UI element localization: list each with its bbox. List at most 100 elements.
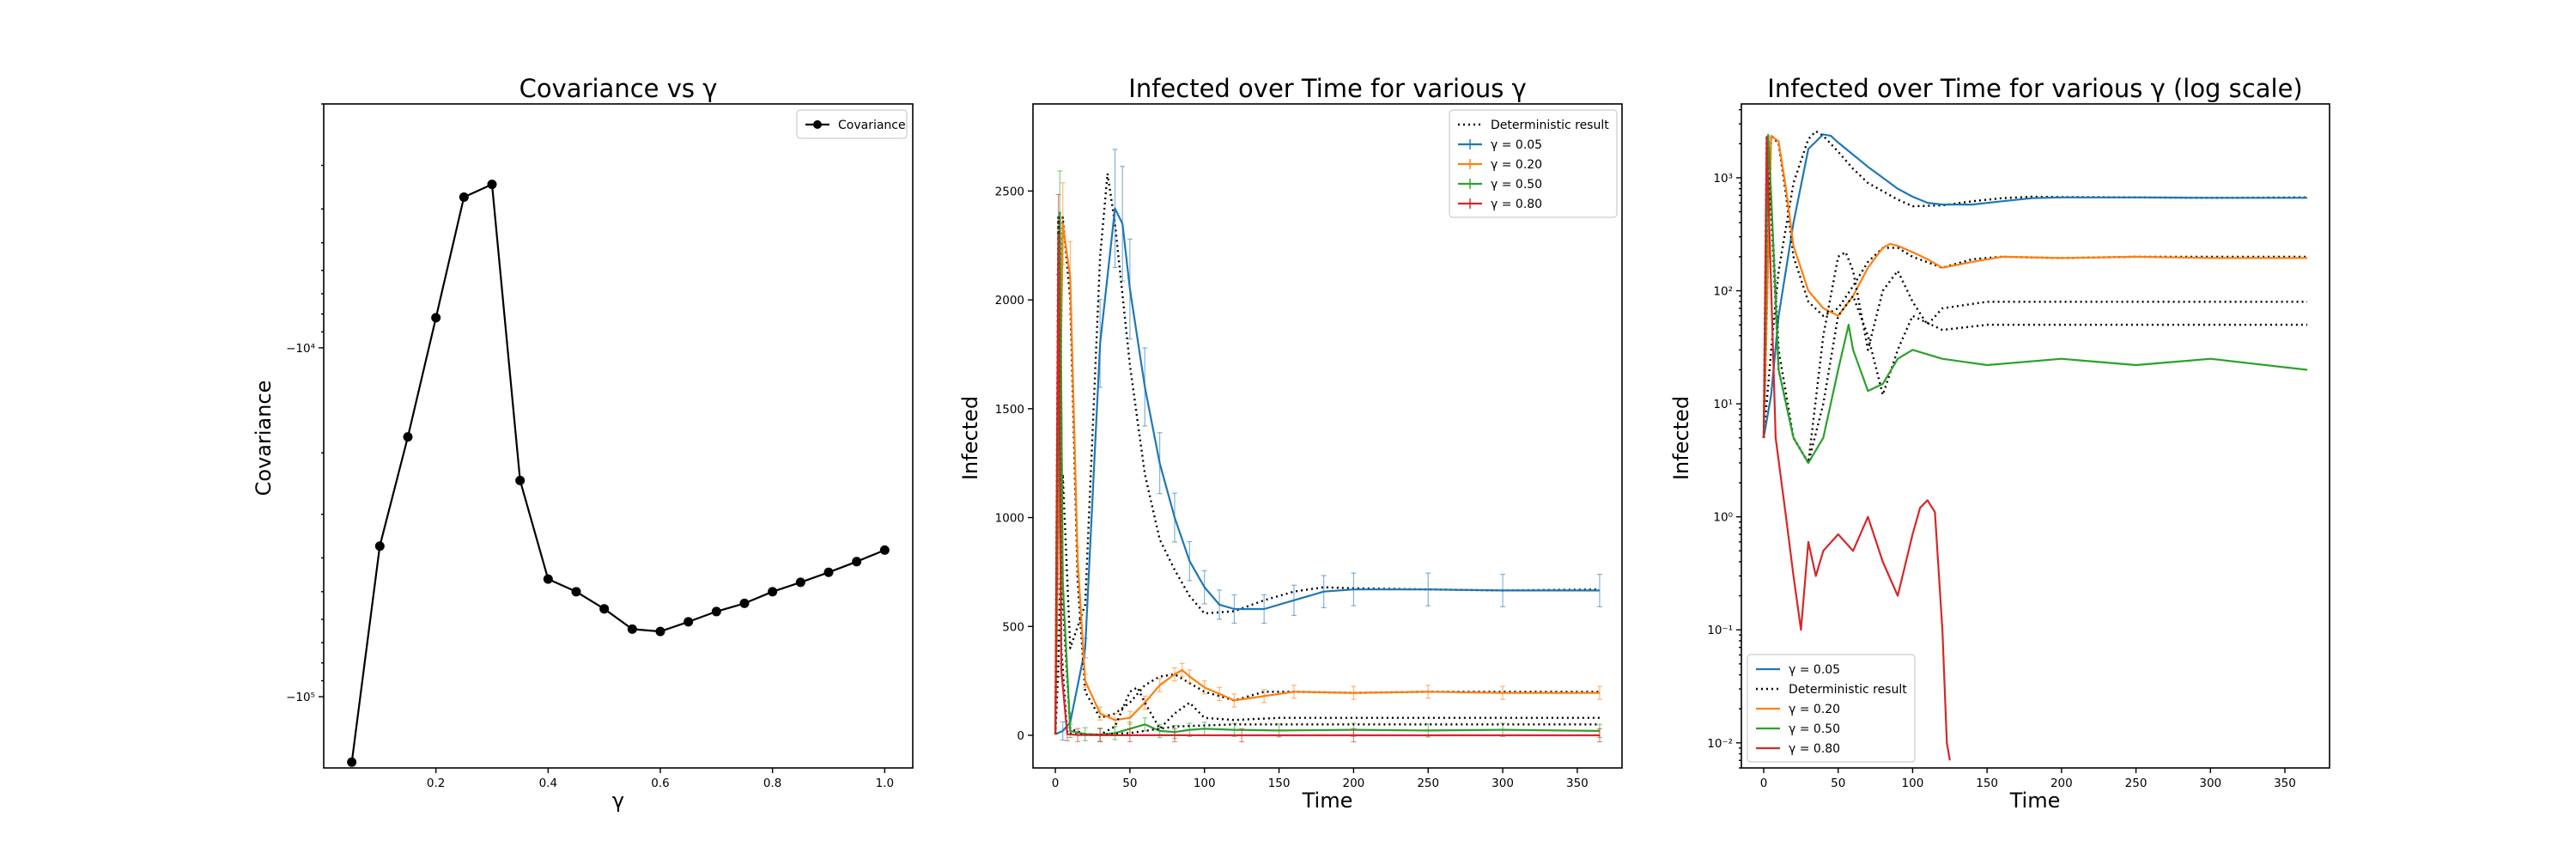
series-line bbox=[1762, 133, 2307, 438]
y-axis-label: Infected bbox=[958, 396, 982, 480]
legend-label: Covariance bbox=[838, 119, 906, 132]
data-point bbox=[711, 606, 721, 617]
data-point bbox=[823, 567, 834, 577]
x-tick-label: 0 bbox=[1760, 777, 1768, 790]
covariance-plot: Covariance vs γ γ Covariance 0.2 0.4 0.6 0.… bbox=[252, 74, 914, 813]
series-line bbox=[1054, 207, 1600, 735]
series-line bbox=[1762, 134, 2307, 465]
y-tick-label: 10⁻² bbox=[1707, 737, 1733, 751]
x-tick-label: 100 bbox=[1902, 777, 1924, 790]
data-point bbox=[374, 541, 385, 551]
series-line bbox=[350, 183, 885, 763]
data-point bbox=[852, 557, 862, 567]
x-tick-label: 250 bbox=[1417, 777, 1439, 790]
data-point bbox=[515, 475, 526, 485]
legend-label: γ = 0.05 bbox=[1491, 138, 1542, 152]
x-tick-label: 350 bbox=[2274, 777, 2296, 790]
data-point bbox=[403, 432, 413, 442]
plot-area-frame bbox=[323, 103, 914, 769]
legend-label: γ = 0.50 bbox=[1789, 722, 1840, 736]
axis-ticks: 0.2 0.4 0.6 0.8 1.0 −10⁴ −10⁵ bbox=[286, 103, 894, 790]
chart-title: Infected over Time for various γ (log sc… bbox=[1767, 74, 2302, 103]
legend: Deterministic result γ = 0.05 γ = 0.20 γ = … bbox=[1449, 109, 1618, 218]
series-line bbox=[1054, 172, 1600, 734]
y-tick-label: 10⁰ bbox=[1713, 511, 1733, 525]
legend-label: γ = 0.20 bbox=[1789, 703, 1840, 716]
series-line bbox=[1054, 211, 1600, 736]
series-line bbox=[1762, 134, 2307, 438]
x-tick-label: 0.6 bbox=[651, 777, 669, 790]
data-point bbox=[347, 757, 357, 767]
y-tick-label: 10⁻¹ bbox=[1707, 624, 1733, 637]
data-point bbox=[683, 617, 694, 627]
chart-title: Infected over Time for various γ bbox=[1128, 74, 1526, 103]
x-tick-label: 300 bbox=[1492, 777, 1514, 790]
data-point bbox=[459, 192, 469, 203]
legend: Covariance bbox=[796, 109, 908, 139]
data-point bbox=[768, 587, 778, 597]
plot-area-frame bbox=[1032, 103, 1623, 769]
legend-label: γ = 0.20 bbox=[1491, 158, 1542, 172]
y-axis-label: Covariance bbox=[252, 381, 276, 497]
plot-area-frame bbox=[1741, 103, 2330, 769]
y-tick-label: −10⁴ bbox=[286, 342, 315, 356]
x-tick-label: 200 bbox=[1343, 777, 1365, 790]
y-tick-label: 2500 bbox=[995, 185, 1024, 198]
series-line bbox=[1762, 136, 1951, 761]
infected-over-time-plot: Infected over Time for various γ Time In… bbox=[958, 74, 1623, 813]
data-point bbox=[795, 577, 805, 588]
x-tick-label: 0 bbox=[1052, 777, 1060, 790]
series-line bbox=[1762, 133, 2308, 465]
axis-ticks: 0 50 100 150 200 250 300 350 10⁻² 10⁻¹ 10⁰ 10¹ 10² 10… bbox=[1707, 109, 2296, 790]
legend-label: Deterministic result bbox=[1789, 683, 1907, 697]
data-point bbox=[431, 313, 441, 323]
legend-label: γ = 0.05 bbox=[1789, 663, 1840, 677]
series-line bbox=[1054, 234, 1600, 737]
chart-title: Covariance vs γ bbox=[519, 74, 718, 103]
x-tick-label: 0.4 bbox=[539, 777, 557, 790]
y-tick-label: 10² bbox=[1713, 285, 1733, 299]
x-axis-label: Time bbox=[1302, 789, 1353, 813]
series-marks bbox=[347, 180, 890, 767]
y-tick-label: 1000 bbox=[995, 512, 1024, 526]
data-point bbox=[599, 604, 610, 614]
legend-label: Deterministic result bbox=[1491, 119, 1609, 132]
data-point bbox=[571, 587, 581, 597]
data-point bbox=[655, 626, 665, 637]
x-tick-label: 0.8 bbox=[763, 777, 781, 790]
x-tick-label: 100 bbox=[1194, 777, 1216, 790]
y-tick-label: 10¹ bbox=[1713, 398, 1733, 411]
data-point bbox=[487, 180, 497, 190]
axis-ticks: 0 50 100 150 200 250 300 350 0 500 1000 1500 2000 250… bbox=[995, 185, 1589, 790]
series-line bbox=[1762, 130, 2308, 438]
data-point bbox=[879, 545, 890, 555]
x-axis-label: γ bbox=[612, 789, 624, 813]
x-tick-label: 300 bbox=[2199, 777, 2221, 790]
x-tick-label: 50 bbox=[1122, 777, 1137, 790]
series-marks bbox=[1762, 130, 2308, 761]
x-tick-label: 150 bbox=[1268, 777, 1291, 790]
legend-frame bbox=[1747, 654, 1916, 763]
y-tick-label: 2000 bbox=[995, 294, 1024, 308]
y-tick-label: 10³ bbox=[1713, 172, 1733, 186]
x-tick-label: 250 bbox=[2125, 777, 2148, 790]
x-tick-label: 350 bbox=[1566, 777, 1589, 790]
series-line bbox=[1054, 222, 1600, 734]
series-line bbox=[1054, 216, 1600, 736]
data-point bbox=[543, 574, 553, 584]
legend: γ = 0.05 Deterministic result γ = 0.20 γ = … bbox=[1747, 654, 1916, 763]
data-point bbox=[627, 624, 637, 634]
data-point bbox=[739, 598, 750, 608]
legend-label: γ = 0.80 bbox=[1491, 198, 1542, 211]
series-marks bbox=[1054, 149, 1602, 743]
y-axis-label: Infected bbox=[1669, 396, 1693, 480]
y-tick-label: 0 bbox=[1017, 729, 1024, 743]
x-tick-label: 50 bbox=[1831, 777, 1845, 790]
infected-over-time-log-plot: Infected over Time for various γ (log sc… bbox=[1669, 74, 2330, 813]
y-tick-label: −10⁵ bbox=[286, 691, 315, 704]
x-tick-label: 0.2 bbox=[427, 777, 445, 790]
legend-frame bbox=[1449, 109, 1618, 218]
legend-swatch-marker bbox=[813, 120, 822, 129]
legend-frame bbox=[796, 109, 908, 139]
